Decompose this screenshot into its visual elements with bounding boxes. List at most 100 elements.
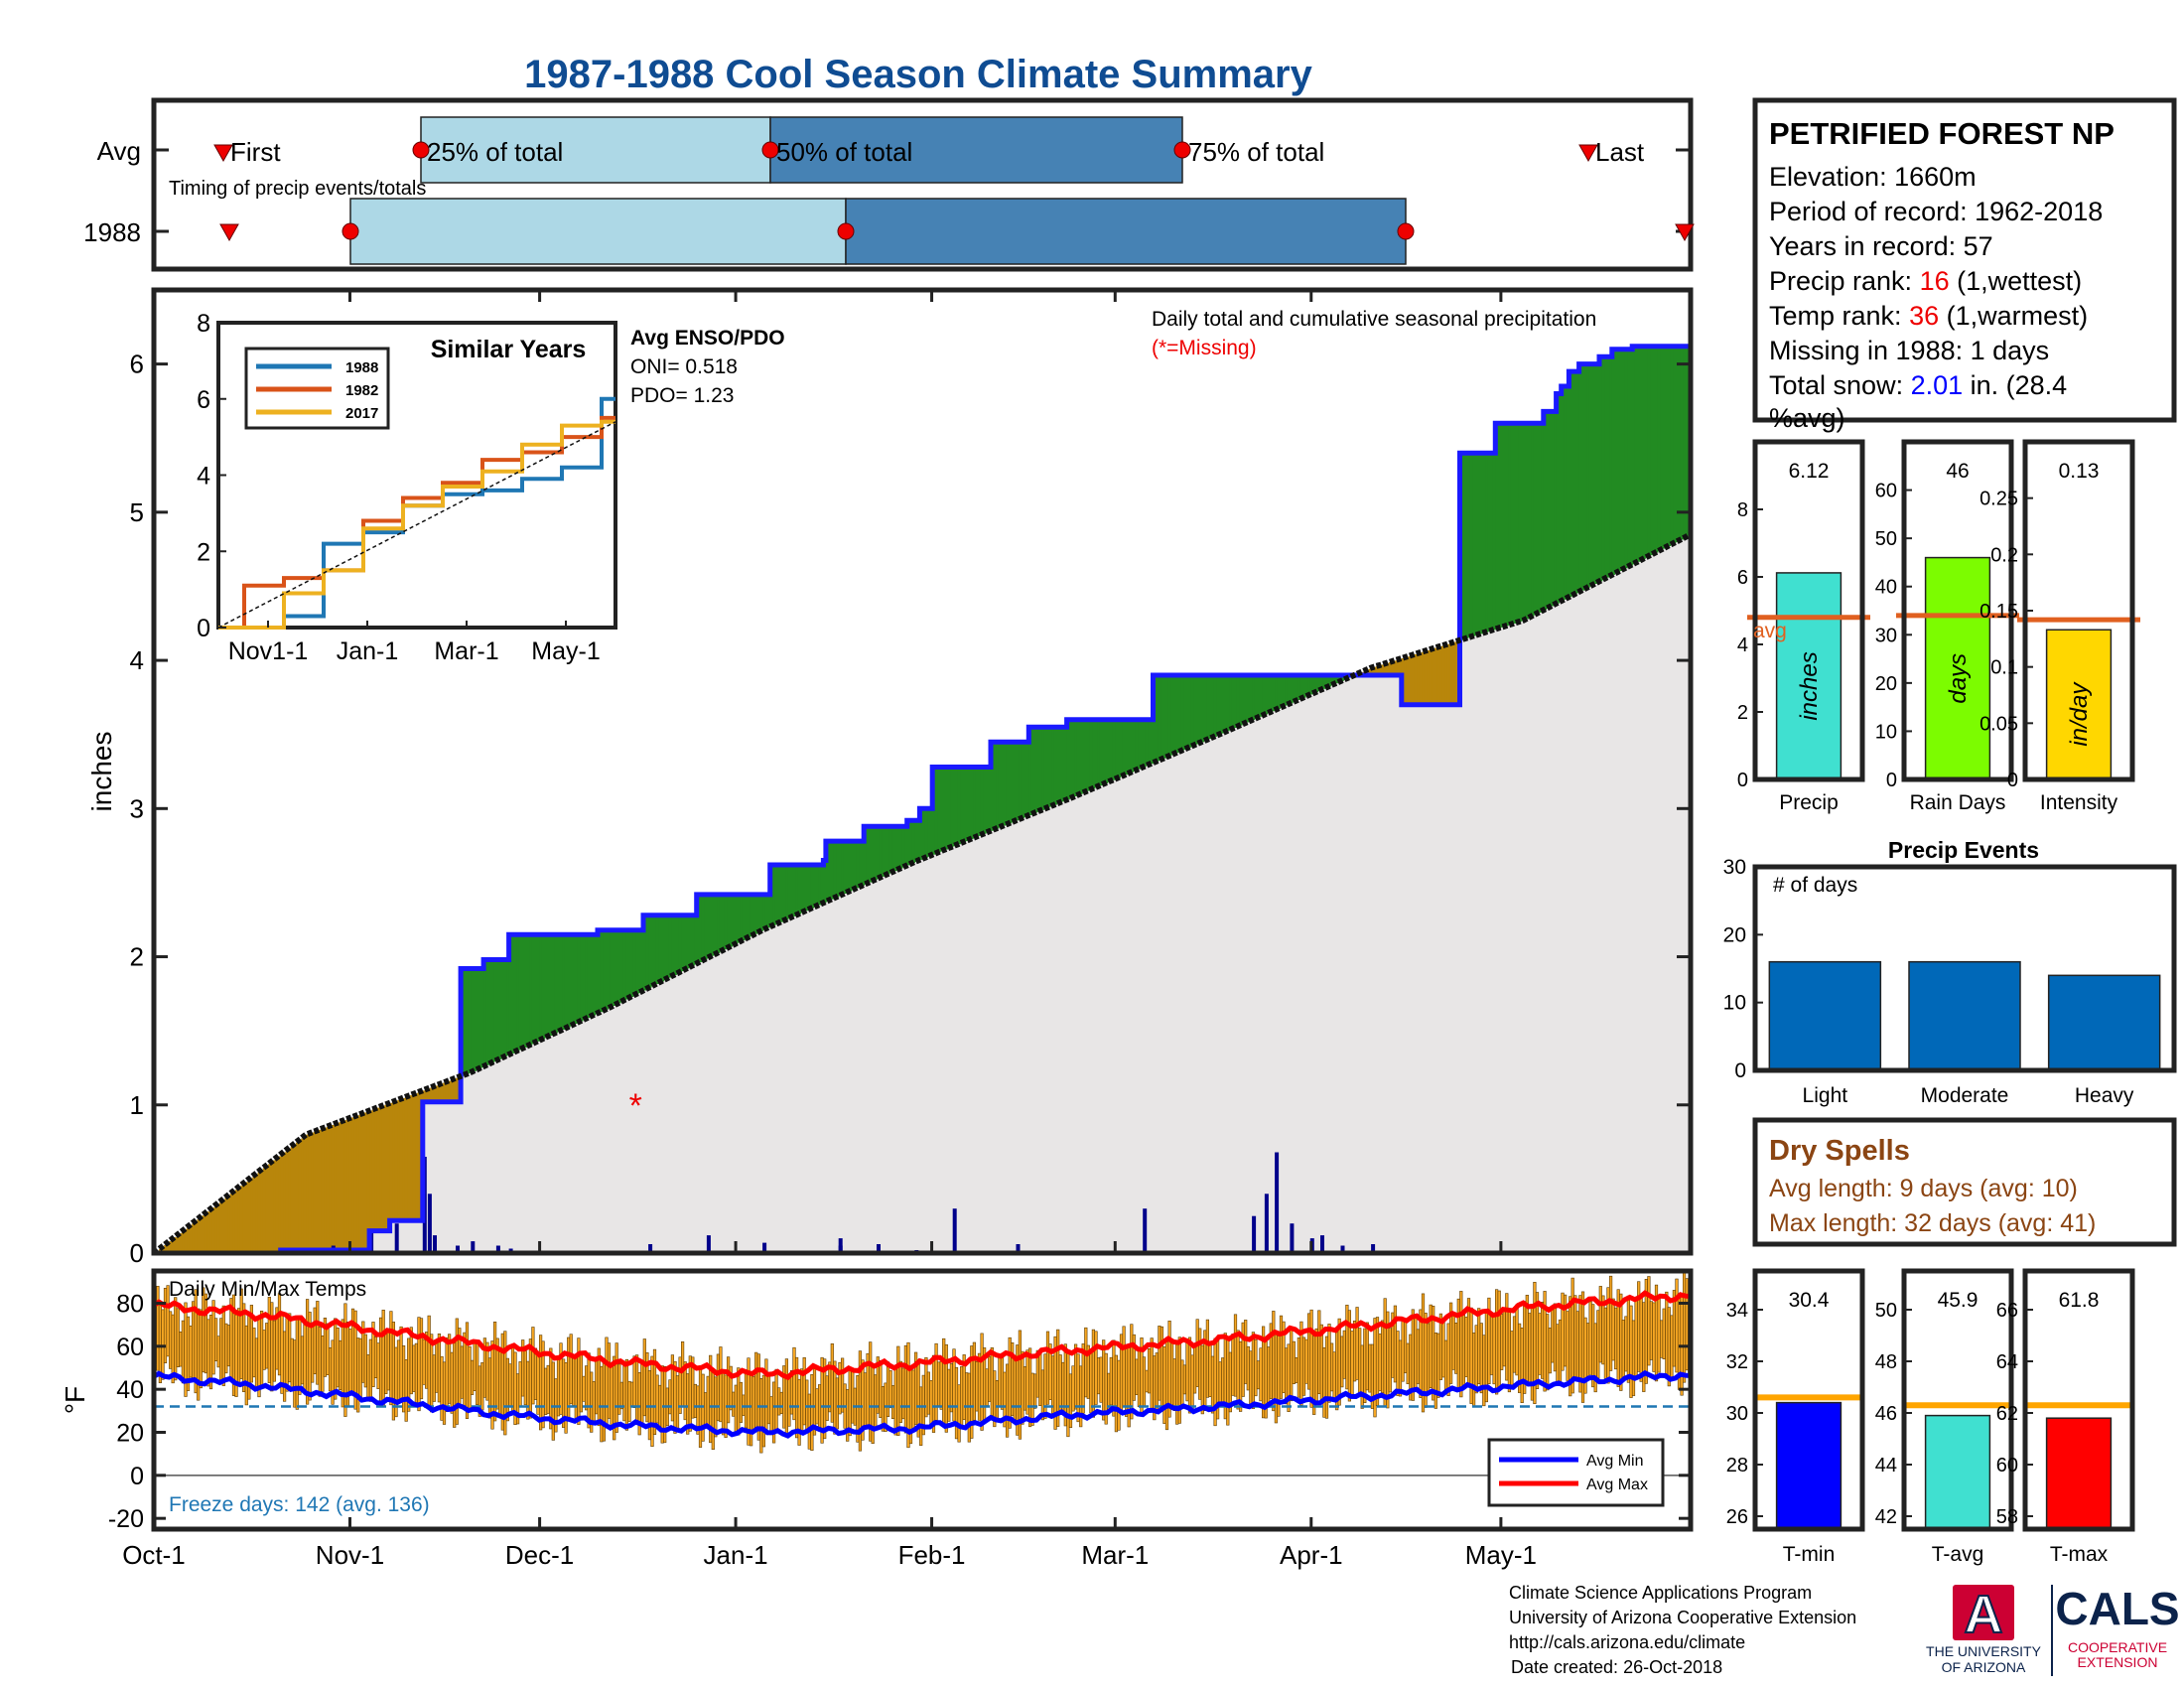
missing-note: (*=Missing) [1152,337,1257,359]
deficit-area-segment [381,1105,386,1231]
surplus-area-segment [701,894,705,961]
month-tick-label: Apr-1 [1280,1540,1343,1570]
surplus-area-segment [978,767,982,836]
month-tick-label: Dec-1 [505,1540,574,1570]
temp-summary-y-tick-label: 66 [1996,1300,2018,1322]
deficit-area-segment [174,1237,178,1253]
precip-y-tick-label: 6 [130,350,144,379]
surplus-area-segment [790,865,794,918]
daily-temp-bar [1510,1331,1514,1386]
surplus-area-segment [480,968,484,1068]
daily-temp-bar [830,1343,834,1423]
surplus-area-segment [1467,453,1471,638]
daily-temp-bar [1259,1347,1263,1402]
surplus-area-segment [1566,386,1570,599]
mini-bar-y-tick-label: 0.1 [1990,657,2018,679]
temp-summary-t-avg: 42 44 46 48 50 45.9 T-avg [1875,1268,2014,1566]
daily-temp-bar [1314,1328,1318,1404]
surplus-area-segment [1327,675,1331,687]
deficit-area-segment [194,1221,199,1253]
mini-bar-y-tick-label: 4 [1737,634,1748,656]
daily-temp-bar [453,1341,457,1428]
daily-temp-bar [1304,1338,1308,1384]
surplus-area-segment [764,894,768,929]
daily-temp-bar [1350,1331,1354,1397]
surplus-area-segment [614,929,619,1005]
surplus-area-segment [1122,719,1126,776]
mini-bar-rain-days: 0 10 20 30 40 50 60 46 days Rain Days [1875,439,2019,814]
surplus-area-segment [1546,411,1550,609]
page-title: 1987-1988 Cool Season Climate Summary [524,53,1312,96]
inset-legend-1988: 1988 [345,359,378,376]
surplus-area-segment [1665,346,1669,548]
mini-bar-value [2045,629,2113,780]
surplus-area-segment [1578,363,1582,592]
surplus-area-segment [884,826,887,876]
daily-temp-bar [1033,1373,1037,1409]
enso-title: Avg ENSO/PDO [630,327,785,350]
surplus-area-segment [968,767,972,841]
surplus-area-segment [980,767,984,835]
temp-summary-bar [1775,1401,1843,1530]
daily-temp-bar [1375,1317,1380,1406]
surplus-area-segment [1145,719,1149,767]
daily-temp-bar [237,1308,241,1384]
temp-summary-frame [1752,1268,1865,1532]
surplus-area-segment [813,865,817,908]
cals-logo-line1: COOPERATIVE [2068,1639,2167,1655]
surplus-area-segment [745,894,749,939]
deficit-area-segment [1399,658,1403,675]
temp-summary-y-tick-label: 60 [1996,1455,2018,1477]
surplus-area-segment [1056,727,1060,804]
daily-temp-bar [326,1323,330,1376]
deficit-area-segment [379,1106,383,1231]
mini-bar-y-tick-label: 0 [1737,770,1748,791]
temp-summary-y-tick-label: 48 [1875,1351,1897,1373]
surplus-area-segment [1492,453,1496,631]
precip-event-category-label: Heavy [2075,1084,2134,1107]
daily-temp-bar [1411,1309,1415,1401]
surplus-area-segment [1464,453,1468,639]
surplus-area-segment [882,826,886,877]
surplus-area-segment [1006,742,1010,825]
surplus-area-segment [1569,371,1572,598]
temp-summary-y-tick-label: 44 [1875,1455,1897,1477]
surplus-area-segment [1236,675,1240,727]
surplus-area-segment [1485,453,1489,633]
deficit-area-segment [371,1109,375,1231]
daily-temp-bar [848,1367,852,1437]
daily-temp-bar [797,1378,801,1446]
surplus-area-segment [1030,727,1034,814]
daily-temp-bar [1233,1314,1238,1397]
temp-legend [1487,1438,1665,1507]
temp-summary-y-tick-label: 42 [1875,1506,1897,1528]
surplus-area-segment [1221,675,1225,734]
surplus-area-segment [1270,675,1274,713]
surplus-area-segment [1216,675,1220,736]
surplus-area-segment [1076,719,1080,795]
deficit-area-segment [257,1172,261,1253]
surplus-area-segment [521,934,525,1050]
surplus-area-segment [737,894,741,943]
daily-temp-bar [414,1342,419,1405]
station-info-box: PETRIFIED FOREST NP Elevation: 1660m Per… [1752,97,2177,433]
daily-temp-bar [1309,1309,1313,1408]
surplus-area-segment [1190,675,1194,747]
precip-caption: Daily total and cumulative seasonal prec… [1152,308,1596,331]
daily-temp-bar [206,1319,210,1387]
deficit-area-segment [1368,668,1372,675]
surplus-area-segment [1028,727,1032,815]
surplus-area-segment [939,767,944,852]
deficit-area-segment [348,1118,352,1250]
surplus-area-segment [927,808,931,857]
pdo-value: PDO= 1.23 [630,384,734,407]
surplus-area-segment [1079,719,1083,794]
deficit-area-segment [346,1119,350,1250]
surplus-area-segment [1500,423,1504,628]
surplus-area-segment [1317,675,1321,691]
surplus-area-segment [1637,346,1641,562]
surplus-area-segment [818,865,822,906]
surplus-area-segment [511,934,515,1054]
deficit-area-segment [265,1166,269,1253]
deficit-area-segment [182,1231,186,1253]
